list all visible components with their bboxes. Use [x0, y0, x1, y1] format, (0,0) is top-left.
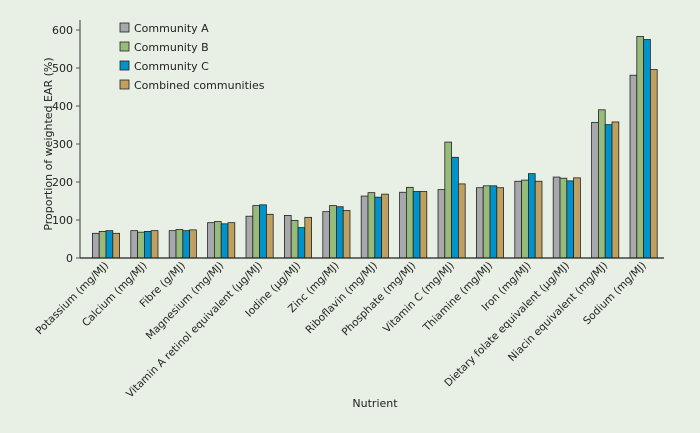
y-tick-label: 400 [52, 100, 73, 113]
bar [643, 39, 651, 259]
bar [444, 141, 452, 259]
bar [252, 205, 261, 259]
bar [457, 183, 466, 259]
legend-swatch [119, 79, 130, 90]
bar [573, 177, 581, 259]
bar [265, 213, 274, 259]
bar [559, 177, 568, 259]
bar [360, 195, 369, 259]
legend-swatch [119, 41, 130, 52]
bar [451, 156, 459, 259]
bar [566, 180, 574, 259]
bar [399, 191, 407, 259]
bar [374, 196, 382, 259]
bar [283, 215, 292, 259]
legend-entry: Community C [134, 60, 209, 73]
y-ticks: 0 100 200 300 400 500 600 [52, 24, 80, 265]
legend-entry: Combined communities [134, 79, 265, 92]
y-tick-label: 500 [52, 62, 73, 75]
bar [130, 230, 139, 259]
x-tick-label: Calcium (mg/MJ) [80, 260, 150, 330]
bar [419, 191, 428, 259]
bar [168, 230, 177, 259]
x-tick-label: Potassium (mg/MJ) [33, 260, 111, 338]
bar [105, 230, 114, 259]
bar [329, 205, 337, 259]
bar [335, 206, 344, 259]
bar [143, 230, 152, 259]
bar [496, 187, 504, 259]
bar [189, 229, 197, 259]
bar [482, 185, 491, 259]
bar [521, 179, 529, 259]
x-tick-labels: Potassium (mg/MJ)Calcium (mg/MJ)Fibre (g… [33, 260, 648, 401]
bar [489, 185, 498, 259]
bar [381, 193, 389, 259]
bar [290, 219, 299, 259]
bar [207, 222, 215, 259]
legend-entry: Community B [134, 41, 209, 54]
bar [650, 69, 658, 259]
legend-swatch [119, 22, 130, 33]
bar [297, 227, 306, 259]
y-tick-label: 200 [52, 176, 73, 189]
bar [552, 176, 561, 259]
bar [342, 210, 351, 259]
bar [137, 231, 145, 259]
bar [150, 230, 159, 259]
bar [322, 211, 330, 259]
bar [636, 36, 644, 259]
y-axis-label: Proportion of weighted EAR (%) [42, 57, 55, 230]
y-tick-label: 0 [66, 252, 73, 265]
bar [245, 215, 254, 259]
bar [98, 230, 107, 259]
bar [604, 124, 613, 259]
bar [213, 221, 222, 259]
bar [598, 109, 606, 259]
x-tick-label: Riboflavin (mg/MJ) [303, 260, 380, 337]
y-tick-label: 100 [52, 214, 73, 227]
bar [528, 173, 536, 259]
bar [591, 121, 599, 259]
bar [220, 223, 229, 259]
x-tick-label: Thiamine (mg/MJ) [420, 260, 495, 335]
bars [92, 36, 658, 259]
legend: Community A Community B Community C Combine… [119, 22, 265, 92]
legend-entry: Community A [134, 22, 209, 35]
bar [92, 232, 100, 259]
bar [611, 121, 620, 259]
bar [367, 192, 376, 259]
bar [437, 189, 446, 259]
bar [412, 191, 421, 259]
bar [227, 222, 236, 259]
bar [405, 186, 414, 259]
bar [304, 216, 312, 259]
y-tick-label: 600 [52, 24, 73, 37]
legend-swatch [119, 60, 130, 71]
bar [629, 74, 638, 259]
bar [175, 229, 184, 259]
bar [475, 187, 484, 259]
bar [182, 230, 191, 259]
bar [534, 180, 543, 259]
x-tick-label: Phosphate (mg/MJ) [340, 260, 419, 339]
x-axis-label: Nutrient [352, 397, 398, 410]
bar [112, 232, 121, 259]
bar [259, 204, 267, 259]
x-tick-label: Vitamin A retinol equivalent (µg/MJ) [124, 260, 265, 401]
bar [514, 180, 522, 259]
x-tick-label: Vitamin C (mg/MJ) [381, 260, 457, 336]
y-tick-label: 300 [52, 138, 73, 151]
